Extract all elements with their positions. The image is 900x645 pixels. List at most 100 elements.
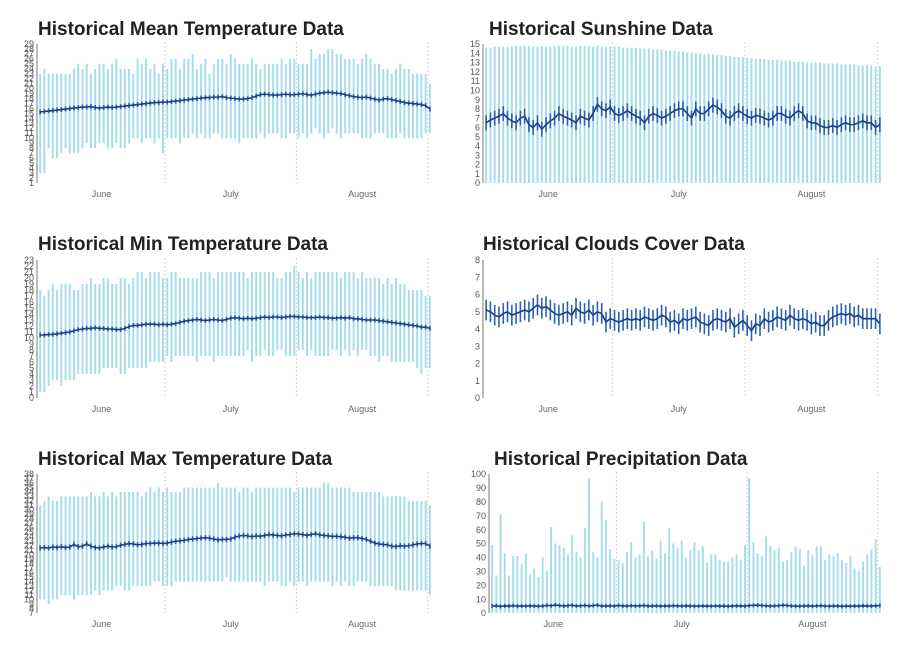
y-tick-label: 10 bbox=[24, 133, 34, 143]
y-tick-label: 2 bbox=[29, 381, 34, 391]
y-tick-label: 21 bbox=[24, 545, 34, 555]
y-tick-label: 18 bbox=[24, 558, 34, 568]
y-tick-label: 40 bbox=[476, 553, 486, 563]
y-tick-label: 15 bbox=[470, 39, 480, 49]
y-tick-label: 7 bbox=[29, 148, 34, 158]
y-tick-label: 70 bbox=[476, 511, 486, 521]
y-tick-label: 30 bbox=[24, 505, 34, 515]
y-tick-label: 36 bbox=[24, 478, 34, 488]
month-label: July bbox=[674, 619, 691, 629]
y-tick-label: 6 bbox=[29, 153, 34, 163]
y-tick-label: 15 bbox=[24, 108, 34, 118]
y-tick-label: 10 bbox=[470, 85, 480, 95]
y-tick-label: 90 bbox=[476, 483, 486, 493]
month-label: July bbox=[671, 189, 688, 199]
mean-line bbox=[40, 91, 431, 113]
y-tick-label: 4 bbox=[29, 163, 34, 173]
y-tick-label: 22 bbox=[24, 261, 34, 271]
chart-panel-clouds: Historical Clouds Cover Data 0 1 2 3 4 5 6 7 8 Jun… bbox=[475, 234, 881, 414]
y-tick-label: 20 bbox=[476, 580, 486, 590]
y-tick-label: 16 bbox=[24, 297, 34, 307]
chart-title: Historical Max Temperature Data bbox=[38, 449, 333, 470]
y-tick-label: 34 bbox=[24, 487, 34, 497]
chart-panel-min-temp: Historical Min Temperature Data012345678… bbox=[24, 234, 431, 414]
y-tick-label: 5 bbox=[475, 307, 480, 317]
y-tick-label: 29 bbox=[24, 509, 34, 519]
y-tick-label: 27 bbox=[24, 518, 34, 528]
month-label: August bbox=[348, 404, 377, 414]
y-tick-label: 12 bbox=[24, 321, 34, 331]
y-tick-label: 80 bbox=[476, 497, 486, 507]
month-label: July bbox=[671, 404, 688, 414]
y-tick-label: 12 bbox=[470, 67, 480, 77]
y-tick-label: 14 bbox=[470, 48, 480, 58]
y-tick-label: 9 bbox=[29, 599, 34, 609]
y-tick-label: 20 bbox=[24, 273, 34, 283]
chart-panel-precip: Historical Precipitation Data 0 10 20 30 40 50… bbox=[471, 449, 881, 629]
y-tick-label: 9 bbox=[29, 138, 34, 148]
y-tick-label: 12 bbox=[24, 123, 34, 133]
y-tick-label: 8 bbox=[29, 345, 34, 355]
y-tick-label: 3 bbox=[29, 168, 34, 178]
y-tick-label: 16 bbox=[24, 567, 34, 577]
y-tick-label: 13 bbox=[24, 315, 34, 325]
month-label: August bbox=[797, 404, 826, 414]
y-tick-label: 37 bbox=[24, 473, 34, 483]
y-tick-label: 11 bbox=[471, 76, 480, 86]
y-tick-label: 7 bbox=[29, 351, 34, 361]
mean-line bbox=[492, 604, 880, 608]
y-tick-label: 22 bbox=[24, 541, 34, 551]
y-tick-label: 28 bbox=[24, 44, 34, 54]
y-tick-label: 25 bbox=[24, 59, 34, 69]
y-tick-label: 29 bbox=[24, 39, 34, 49]
y-tick-label: 8 bbox=[475, 255, 480, 265]
y-tick-label: 0 bbox=[475, 178, 480, 188]
y-tick-label: 9 bbox=[475, 95, 480, 105]
y-tick-label: 7 bbox=[475, 272, 480, 282]
y-tick-label: 2 bbox=[475, 160, 480, 170]
y-tick-label: 26 bbox=[24, 54, 34, 64]
y-tick-label: 13 bbox=[24, 118, 34, 128]
y-tick-label: 11 bbox=[25, 128, 34, 138]
y-tick-label: 14 bbox=[24, 309, 34, 319]
y-tick-label: 18 bbox=[24, 285, 34, 295]
y-tick-label: 13 bbox=[24, 581, 34, 591]
y-tick-label: 35 bbox=[24, 482, 34, 492]
y-tick-label: 100 bbox=[471, 469, 486, 479]
y-tick-label: 20 bbox=[24, 550, 34, 560]
month-label: August bbox=[348, 619, 377, 629]
y-tick-label: 11 bbox=[25, 327, 34, 337]
y-tick-label: 5 bbox=[475, 132, 480, 142]
y-tick-label: 17 bbox=[24, 563, 34, 573]
mean-line bbox=[40, 532, 431, 549]
y-tick-label: 20 bbox=[24, 83, 34, 93]
month-label: June bbox=[92, 619, 112, 629]
y-tick-label: 5 bbox=[29, 158, 34, 168]
chart-panel-sunshine: Historical Sunshine Data0123456789101112… bbox=[470, 19, 881, 199]
y-tick-label: 0 bbox=[475, 393, 480, 403]
chart-title: Historical Min Temperature Data bbox=[38, 234, 328, 255]
y-tick-label: 31 bbox=[24, 500, 34, 510]
chart-title: Historical Precipitation Data bbox=[494, 449, 748, 470]
y-tick-label: 7 bbox=[29, 608, 34, 618]
y-tick-label: 10 bbox=[24, 333, 34, 343]
y-tick-label: 24 bbox=[24, 532, 34, 542]
y-tick-label: 0 bbox=[481, 608, 486, 618]
y-tick-label: 4 bbox=[29, 369, 34, 379]
y-tick-label: 23 bbox=[24, 69, 34, 79]
y-tick-label: 19 bbox=[24, 279, 34, 289]
y-tick-label: 6 bbox=[29, 357, 34, 367]
y-tick-label: 27 bbox=[24, 49, 34, 59]
y-tick-label: 3 bbox=[475, 150, 480, 160]
y-tick-label: 22 bbox=[24, 74, 34, 84]
y-tick-label: 28 bbox=[24, 514, 34, 524]
y-tick-label: 15 bbox=[24, 303, 34, 313]
mean-line bbox=[40, 315, 431, 336]
y-tick-label: 2 bbox=[29, 173, 34, 183]
y-tick-label: 32 bbox=[24, 496, 34, 506]
month-label: July bbox=[223, 619, 240, 629]
y-tick-label: 4 bbox=[475, 141, 480, 151]
y-tick-label: 21 bbox=[24, 267, 34, 277]
y-tick-label: 23 bbox=[24, 255, 34, 265]
month-label: July bbox=[223, 404, 240, 414]
